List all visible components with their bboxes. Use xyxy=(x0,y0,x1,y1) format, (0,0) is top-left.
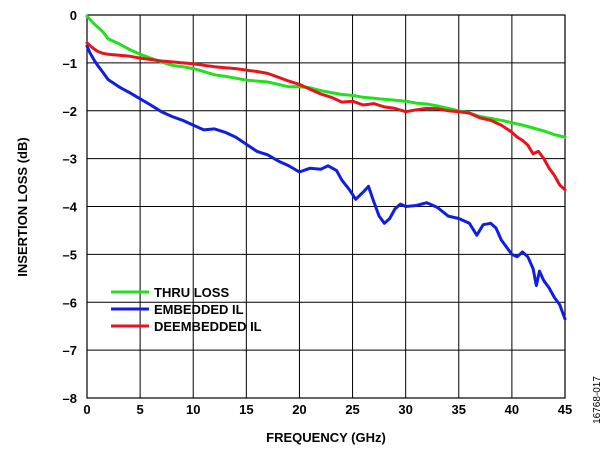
x-tick-label: 30 xyxy=(398,402,412,417)
x-tick-label: 15 xyxy=(239,402,253,417)
y-tick-label: 0 xyxy=(70,8,77,23)
y-tick-label: –5 xyxy=(63,247,77,262)
legend: THRU LOSS EMBEDDED IL DEEMBEDDED IL xyxy=(111,285,262,334)
grid xyxy=(86,14,566,399)
legend-label: THRU LOSS xyxy=(154,285,229,300)
y-tick-label: –4 xyxy=(63,200,78,215)
x-tick-label: 25 xyxy=(345,402,359,417)
legend-label: DEEMBEDDED IL xyxy=(154,319,262,334)
tick-labels: 0 5 10 15 20 25 30 35 40 45 0 –1 –2 –3 –4 –5 –6 –7 –8 xyxy=(63,8,573,417)
x-tick-label: 0 xyxy=(83,402,90,417)
plot-frame xyxy=(86,14,566,399)
y-tick-label: –1 xyxy=(63,56,77,71)
y-axis-label: INSERTION LOSS (dB) xyxy=(15,137,30,276)
series-line-embedded-il xyxy=(85,44,567,321)
x-tick-label: 45 xyxy=(558,402,572,417)
series-line-thru-loss xyxy=(85,14,567,139)
figure-id: 16768-017 xyxy=(592,376,603,424)
y-tick-label: –8 xyxy=(63,391,77,406)
x-tick-label: 35 xyxy=(452,402,466,417)
x-tick-label: 40 xyxy=(505,402,519,417)
y-tick-label: –7 xyxy=(63,343,77,358)
x-tick-label: 5 xyxy=(136,402,143,417)
series-group xyxy=(85,14,567,321)
x-tick-label: 10 xyxy=(186,402,200,417)
series-line-deembedded-il xyxy=(85,41,567,192)
legend-label: EMBEDDED IL xyxy=(154,302,244,317)
y-tick-label: –3 xyxy=(63,152,77,167)
y-tick-label: –6 xyxy=(63,295,77,310)
x-tick-label: 20 xyxy=(292,402,306,417)
x-axis-label: FREQUENCY (GHz) xyxy=(266,430,386,445)
y-tick-label: –2 xyxy=(63,104,77,119)
